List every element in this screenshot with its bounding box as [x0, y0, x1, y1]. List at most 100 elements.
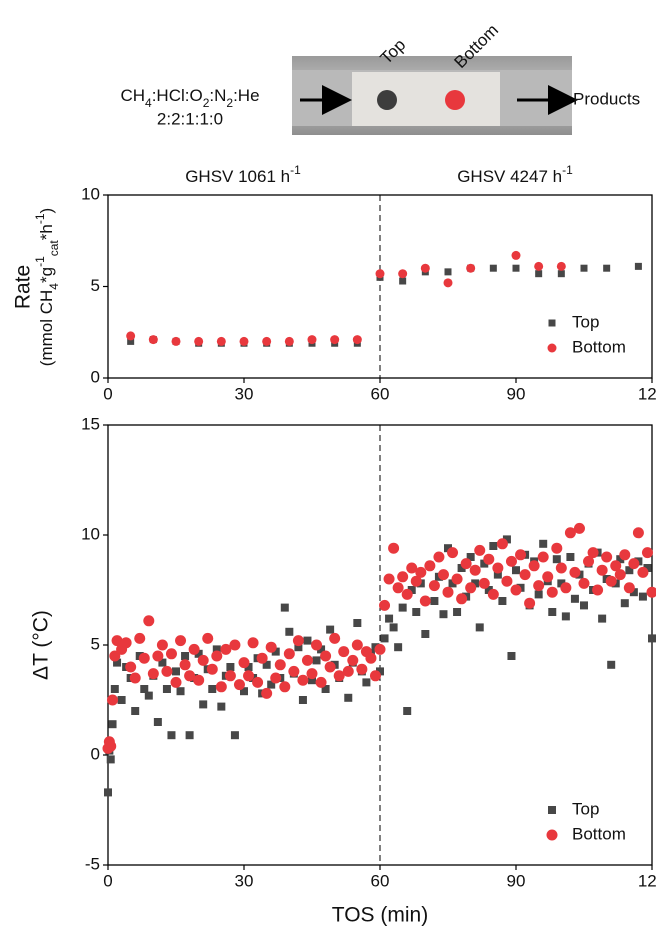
- point: [528, 560, 540, 572]
- point: [443, 278, 453, 288]
- point: [270, 672, 282, 684]
- point: [556, 261, 566, 271]
- point: [172, 667, 180, 676]
- point: [629, 588, 638, 597]
- point: [447, 547, 459, 559]
- point: [614, 569, 626, 581]
- x-tick-label: 60: [371, 871, 390, 890]
- point: [153, 718, 162, 726]
- point: [369, 670, 381, 682]
- header-exponent: -1: [290, 163, 301, 177]
- point: [256, 652, 268, 664]
- point: [493, 570, 502, 579]
- point: [448, 579, 457, 588]
- point: [403, 707, 412, 715]
- point: [216, 336, 226, 346]
- point: [303, 636, 312, 645]
- point: [152, 650, 164, 662]
- point: [271, 647, 280, 656]
- point: [415, 566, 427, 578]
- bottom-thermocouple: [445, 90, 465, 110]
- point: [185, 731, 194, 740]
- point: [347, 654, 359, 666]
- point: [492, 562, 504, 574]
- point: [105, 740, 117, 752]
- point: [583, 555, 595, 567]
- point: [147, 668, 159, 680]
- point: [406, 562, 418, 574]
- point: [107, 694, 119, 706]
- legend-marker: [546, 829, 558, 841]
- x-tick-label: 120: [638, 871, 656, 890]
- point: [284, 336, 294, 346]
- feed-part: 2: [226, 96, 233, 110]
- point: [551, 542, 563, 554]
- point: [165, 648, 177, 660]
- x-tick-label: 30: [235, 384, 254, 403]
- point: [456, 593, 468, 605]
- point: [397, 571, 409, 583]
- point: [211, 650, 223, 662]
- point: [127, 337, 135, 345]
- point: [181, 652, 190, 660]
- point: [374, 643, 386, 655]
- point: [505, 555, 517, 567]
- legend-marker: [547, 343, 557, 353]
- point: [616, 555, 625, 564]
- point: [646, 586, 656, 598]
- label-part: *g: [37, 267, 56, 283]
- point: [283, 648, 295, 660]
- point: [420, 263, 430, 273]
- point: [229, 639, 241, 651]
- feed-part: CH: [120, 86, 145, 105]
- header-text: GHSV 1061 h: [185, 167, 290, 186]
- point: [419, 595, 431, 607]
- point: [625, 566, 634, 575]
- point: [202, 632, 214, 644]
- point: [194, 649, 203, 658]
- point: [171, 336, 181, 346]
- point: [176, 687, 185, 696]
- point: [161, 665, 173, 677]
- y-axis-label: Rate: [12, 265, 35, 309]
- point: [117, 696, 126, 704]
- point: [315, 676, 327, 688]
- point: [379, 599, 391, 611]
- point: [104, 788, 112, 797]
- point: [324, 661, 336, 673]
- point: [570, 594, 579, 603]
- point: [471, 579, 480, 588]
- point: [109, 650, 121, 662]
- point: [208, 685, 217, 693]
- point: [592, 584, 604, 596]
- y-tick-label: 5: [91, 634, 100, 653]
- point: [262, 660, 271, 669]
- point: [175, 635, 187, 647]
- label-part: cat: [47, 240, 61, 257]
- point: [244, 663, 253, 671]
- point: [301, 654, 313, 666]
- point: [108, 720, 117, 729]
- point: [560, 582, 572, 594]
- y-axis-label: (mmol CH4*g-1cat*h-1): [33, 208, 61, 366]
- legend-label: Bottom: [572, 337, 626, 356]
- point: [557, 579, 566, 588]
- point: [298, 696, 307, 704]
- point: [605, 575, 617, 587]
- point: [512, 566, 520, 575]
- point: [297, 674, 309, 686]
- point: [546, 586, 558, 598]
- point: [539, 539, 548, 548]
- point: [170, 676, 182, 688]
- point: [342, 665, 354, 677]
- legend-marker: [548, 806, 556, 814]
- point: [557, 270, 565, 278]
- legend-label: Top: [572, 799, 599, 818]
- point: [421, 630, 430, 638]
- point: [333, 670, 345, 682]
- point: [501, 575, 513, 587]
- label-part: -1: [33, 213, 47, 224]
- point: [533, 580, 545, 592]
- point: [394, 643, 403, 652]
